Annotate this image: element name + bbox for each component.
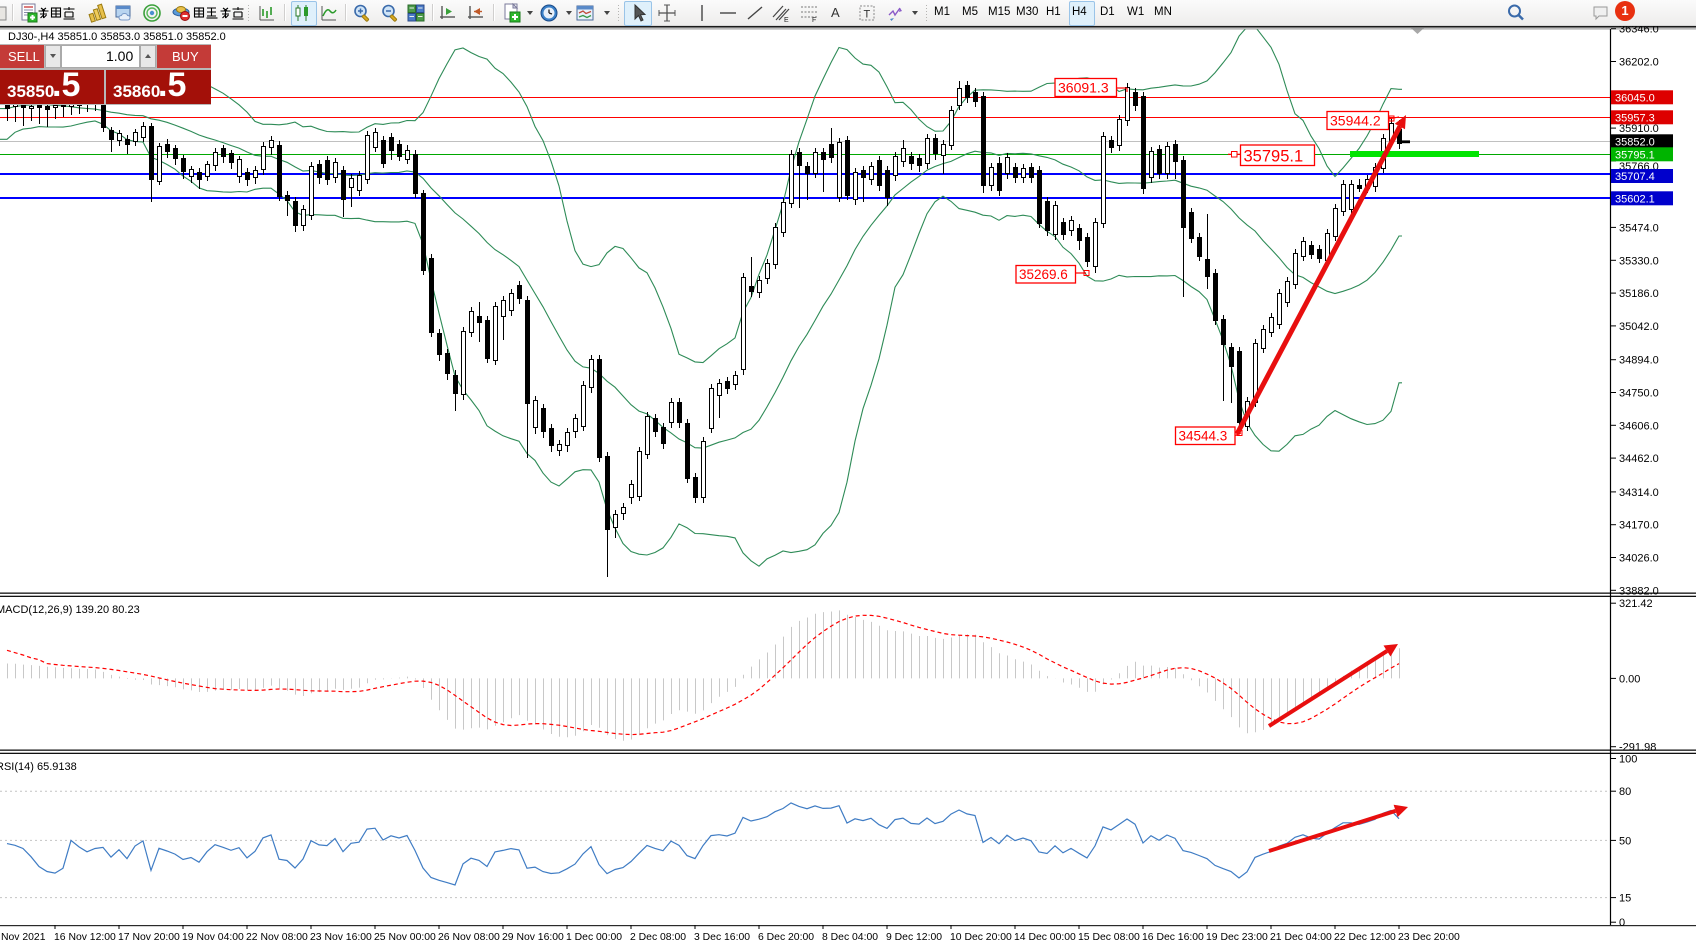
svg-text:22 Nov 08:00: 22 Nov 08:00 (246, 932, 308, 943)
svg-text:26 Nov 08:00: 26 Nov 08:00 (438, 932, 500, 943)
svg-text:35042.0: 35042.0 (1619, 321, 1659, 333)
svg-text:36091.3: 36091.3 (1058, 80, 1109, 96)
svg-text:23 Dec 20:00: 23 Dec 20:00 (1398, 932, 1460, 943)
svg-text:36202.0: 36202.0 (1619, 57, 1659, 69)
svg-text:35944.2: 35944.2 (1330, 113, 1381, 129)
svg-text:23 Nov 16:00: 23 Nov 16:00 (310, 932, 372, 943)
svg-text:T: T (864, 9, 871, 21)
svg-text:19 Nov 04:00: 19 Nov 04:00 (182, 932, 244, 943)
svg-text:2 Dec 08:00: 2 Dec 08:00 (630, 932, 686, 943)
svg-text:34606.0: 34606.0 (1619, 420, 1659, 432)
svg-text:16 Nov 12:00: 16 Nov 12:00 (54, 932, 116, 943)
svg-text:21 Dec 04:00: 21 Dec 04:00 (1270, 932, 1332, 943)
svg-text:10 Dec 20:00: 10 Dec 20:00 (950, 932, 1012, 943)
svg-text:8 Dec 04:00: 8 Dec 04:00 (822, 932, 878, 943)
svg-text:6 Dec 20:00: 6 Dec 20:00 (758, 932, 814, 943)
svg-text:35957.3: 35957.3 (1615, 112, 1655, 124)
svg-text:19 Dec 23:00: 19 Dec 23:00 (1206, 932, 1268, 943)
svg-text:1 Dec 00:00: 1 Dec 00:00 (566, 932, 622, 943)
svg-text:34026.0: 34026.0 (1619, 553, 1659, 565)
svg-text:35186.0: 35186.0 (1619, 288, 1659, 300)
svg-text:35852.0: 35852.0 (1615, 136, 1655, 148)
svg-text:25 Nov 00:00: 25 Nov 00:00 (374, 932, 436, 943)
svg-text:-291.98: -291.98 (1619, 742, 1656, 754)
svg-text:34314.0: 34314.0 (1619, 487, 1659, 499)
svg-text:34462.0: 34462.0 (1619, 453, 1659, 465)
svg-text:35707.4: 35707.4 (1615, 171, 1655, 183)
svg-text:321.42: 321.42 (1619, 598, 1653, 610)
svg-text:33882.0: 33882.0 (1619, 585, 1659, 597)
svg-text:15 Dec 08:00: 15 Dec 08:00 (1078, 932, 1140, 943)
svg-text:0.00: 0.00 (1619, 673, 1640, 685)
svg-text:17 Nov 20:00: 17 Nov 20:00 (118, 932, 180, 943)
svg-text:22 Dec 12:00: 22 Dec 12:00 (1334, 932, 1396, 943)
svg-text:MACD(12,26,9) 139.20 80.23: MACD(12,26,9) 139.20 80.23 (0, 604, 140, 616)
svg-text:RSI(14) 65.9138: RSI(14) 65.9138 (0, 761, 77, 773)
svg-text:35795.1: 35795.1 (1615, 149, 1655, 161)
svg-text:35910.0: 35910.0 (1619, 123, 1659, 135)
svg-text:100: 100 (1619, 754, 1637, 766)
svg-text:0: 0 (1619, 917, 1625, 929)
svg-text:E: E (784, 17, 789, 23)
svg-text:14 Dec 00:00: 14 Dec 00:00 (1014, 932, 1076, 943)
svg-text:35474.0: 35474.0 (1619, 222, 1659, 234)
svg-text:50: 50 (1619, 835, 1631, 847)
svg-text:35330.0: 35330.0 (1619, 255, 1659, 267)
svg-text:15: 15 (1619, 893, 1631, 905)
svg-text:9 Dec 12:00: 9 Dec 12:00 (886, 932, 942, 943)
svg-text:16 Dec 16:00: 16 Dec 16:00 (1142, 932, 1204, 943)
svg-text:36045.0: 36045.0 (1615, 92, 1655, 104)
svg-text:34170.0: 34170.0 (1619, 520, 1659, 532)
svg-text:34894.0: 34894.0 (1619, 355, 1659, 367)
svg-text:29 Nov 16:00: 29 Nov 16:00 (502, 932, 564, 943)
svg-text:34750.0: 34750.0 (1619, 388, 1659, 400)
svg-text:Nov 2021: Nov 2021 (1, 932, 46, 943)
svg-text:35602.1: 35602.1 (1615, 193, 1655, 205)
svg-text:80: 80 (1619, 786, 1631, 798)
svg-text:3 Dec 16:00: 3 Dec 16:00 (694, 932, 750, 943)
svg-text:36346.0: 36346.0 (1619, 24, 1659, 36)
svg-text:34544.3: 34544.3 (1179, 429, 1228, 444)
svg-text:35795.1: 35795.1 (1244, 148, 1304, 166)
svg-text:DJ30-,H4 35851.0 35853.0 3585: DJ30-,H4 35851.0 35853.0 35851.0 35852.0 (8, 31, 226, 43)
svg-text:35269.6: 35269.6 (1019, 267, 1068, 282)
svg-text:F: F (812, 17, 816, 23)
